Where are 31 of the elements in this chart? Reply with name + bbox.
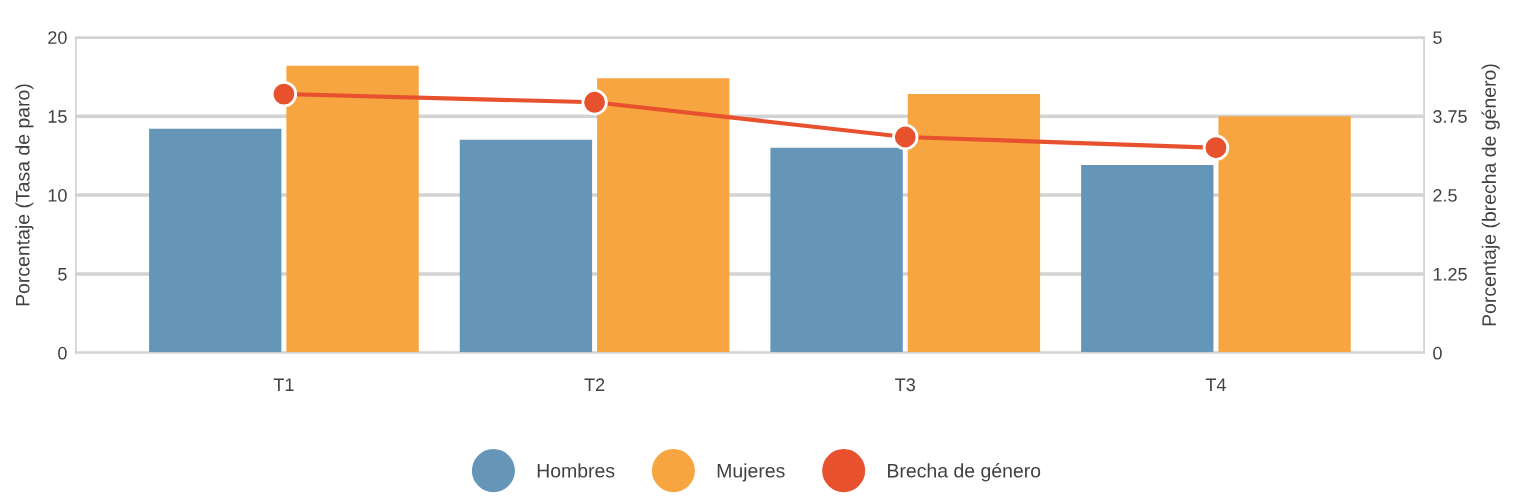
y-tick-label: 10 bbox=[48, 189, 67, 202]
x-tick-label: T3 bbox=[895, 378, 916, 392]
bar bbox=[1218, 116, 1351, 353]
x-tick-label: T4 bbox=[1205, 378, 1226, 391]
point bbox=[1202, 134, 1230, 161]
point bbox=[270, 80, 298, 108]
bar bbox=[459, 139, 593, 353]
legend-label: Mujeres bbox=[717, 463, 785, 482]
y2-tick-label: 2.5 bbox=[1433, 189, 1457, 202]
bar bbox=[597, 78, 730, 353]
bar bbox=[1081, 165, 1214, 353]
y-tick-label: 20 bbox=[48, 31, 67, 44]
y-tick-label: 0 bbox=[58, 346, 67, 360]
legend-label: Brecha de género bbox=[888, 463, 1041, 482]
point bbox=[892, 123, 919, 151]
y2-tick-label: 0 bbox=[1433, 346, 1442, 360]
y2-tick-label: 3.75 bbox=[1433, 110, 1467, 123]
y2-tick-label: 5 bbox=[1433, 31, 1442, 44]
bar bbox=[149, 128, 282, 353]
bar bbox=[770, 147, 903, 353]
y2-axis-title: Porcentaje (brecha de género) bbox=[1481, 64, 1500, 326]
y-tick-label: 15 bbox=[48, 110, 67, 123]
x-tick-label: T1 bbox=[273, 378, 294, 391]
y2-tick-label: 1.25 bbox=[1433, 267, 1467, 281]
point bbox=[581, 89, 608, 116]
legend-label: Hombres bbox=[537, 463, 615, 478]
y-axis-title: Porcentaje (Tasa de paro) bbox=[15, 84, 34, 306]
bar bbox=[907, 94, 1041, 353]
x-tick-label: T2 bbox=[584, 378, 605, 391]
bar bbox=[286, 65, 419, 353]
y-tick-label: 5 bbox=[58, 268, 67, 281]
